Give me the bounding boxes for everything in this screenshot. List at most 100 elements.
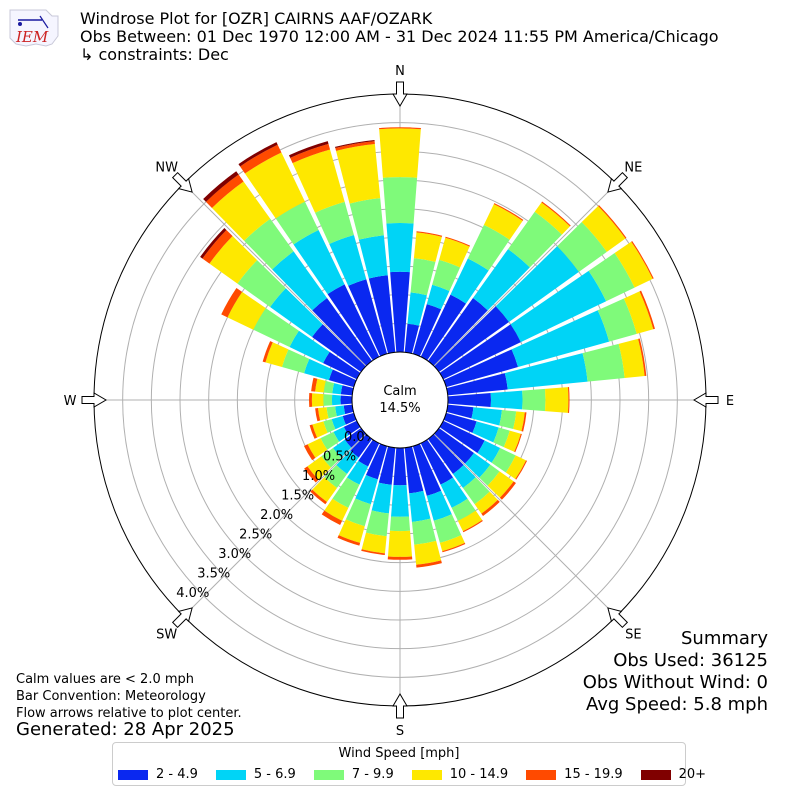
wind-bar-segment [368, 275, 396, 354]
wind-bar-segment [240, 144, 282, 174]
wind-bar-segment [323, 380, 335, 394]
wind-bar-segment [281, 349, 310, 374]
wind-bar-segment [237, 260, 286, 307]
wind-bar-segment [358, 235, 388, 279]
wind-bar-segment [510, 270, 607, 343]
legend-swatch [215, 769, 246, 780]
wind-bar-segment [409, 490, 431, 522]
wind-bar-segment [499, 409, 517, 430]
radial-tick-label: 3.0% [218, 547, 251, 562]
wind-bar-segment [582, 343, 625, 382]
wind-bar-segment [433, 514, 462, 543]
wind-bar-segment [504, 353, 588, 390]
wind-bar-segment [350, 434, 373, 458]
calm-value: 14.5% [379, 401, 420, 416]
wind-bar-segment [342, 412, 357, 425]
summary-avg-speed: Avg Speed: 5.8 mph [586, 694, 768, 715]
wind-bar-segment [407, 292, 427, 326]
wind-bar-segment [420, 439, 454, 485]
flow-arrow-icon [81, 392, 107, 408]
wind-bar-segment [505, 455, 527, 479]
wind-bar-segment [321, 510, 343, 525]
overlay-layer [81, 81, 719, 719]
wind-bar-segment [303, 444, 316, 461]
wind-bar-segment [495, 246, 579, 322]
wind-bar-segment [211, 181, 271, 241]
legend-label: 5 - 6.9 [253, 767, 296, 782]
bar-convention-note: Bar Convention: Meteorology [16, 689, 206, 704]
chart-title: Windrose Plot for [OZR] CAIRNS AAF/OZARK [80, 9, 433, 28]
wind-bar-segment [427, 298, 488, 366]
wind-bar-segment [221, 288, 243, 318]
legend-item: 10 - 14.9 [411, 767, 509, 782]
wind-bar-segment [420, 294, 466, 361]
wind-bar-segment [312, 324, 366, 373]
wind-bar-segment [328, 369, 357, 388]
wind-bar-segment [244, 152, 305, 219]
legend-swatch [313, 769, 344, 780]
wind-bar-segment [315, 408, 321, 422]
wind-bar-segment [639, 290, 655, 330]
wind-bar-segment [308, 393, 313, 407]
wind-bar-segment [331, 394, 341, 406]
calm-label: Calm [383, 384, 416, 399]
wind-bar-segment [623, 291, 654, 334]
wind-bar-segment [410, 258, 436, 296]
wind-bar-segment [387, 556, 413, 560]
compass-label: SW [156, 627, 177, 642]
wind-bar-segment [253, 308, 299, 348]
wind-bar-segment [411, 518, 437, 545]
chart-legend: Wind Speed [mph] 2 - 4.9 5 - 6.9 7 - 9.9 10… [112, 742, 706, 786]
legend-label: 10 - 14.9 [449, 767, 509, 782]
wind-bar-segment [557, 222, 607, 272]
wind-bar-segment [310, 489, 328, 505]
flow-arrow-icon [392, 81, 408, 107]
wind-bar-segment [545, 387, 569, 413]
wind-bar-segment [567, 386, 570, 414]
wind-bar-segment [472, 421, 499, 443]
wind-bar-segment [324, 498, 349, 521]
wind-bar-segment [446, 373, 508, 396]
compass-label: S [396, 724, 404, 739]
legend-label: 20+ [678, 767, 707, 782]
wind-bar-segment [432, 259, 461, 292]
wind-bar-segment [324, 465, 348, 488]
wind-bar-segment [404, 323, 420, 354]
wind-bar-segment [311, 377, 318, 392]
wind-bar-segment [340, 395, 353, 405]
wind-bar-segment [638, 338, 647, 377]
wind-bar-segment [597, 298, 637, 342]
wind-bar-segment [338, 519, 365, 543]
wind-bar-segment [491, 447, 516, 473]
wind-bar-segment [337, 535, 361, 546]
wind-bar-segment [382, 177, 418, 224]
wind-bar-segment [304, 358, 333, 381]
chart-title-block: Windrose Plot for [OZR] CAIRNS AAF/OZARK… [80, 10, 719, 64]
wind-bar-segment [333, 426, 349, 442]
wind-bar-segment [446, 404, 474, 419]
compass-label: E [726, 394, 734, 409]
radial-tick-label: 4.0% [176, 586, 209, 601]
wind-bar-segment [317, 407, 329, 421]
wind-bar-segment [588, 253, 635, 302]
wind-bar-segment [472, 249, 530, 311]
wind-bar-segment [320, 431, 340, 450]
wind-bar-segment [365, 510, 389, 537]
wind-bar-segment [447, 393, 492, 407]
wind-bar-segment [541, 201, 571, 227]
wind-bar-segment [426, 490, 452, 521]
wind-bar-segment [499, 481, 516, 500]
wind-bar-segment [332, 383, 343, 395]
grid-spoke [433, 183, 617, 367]
wind-bar-segment [618, 338, 645, 378]
flow-arrow-icon [171, 607, 193, 629]
wind-bar-segment [414, 540, 442, 565]
wind-bar-segment [244, 218, 294, 270]
compass-label: N [395, 64, 405, 79]
wind-bar-segment [479, 464, 500, 486]
flow-arrow-icon [607, 171, 629, 193]
wind-bar-segment [323, 419, 336, 433]
wind-bar-segment [508, 211, 562, 268]
wind-bar-segment [348, 279, 388, 357]
wind-bar-segment [462, 477, 490, 505]
